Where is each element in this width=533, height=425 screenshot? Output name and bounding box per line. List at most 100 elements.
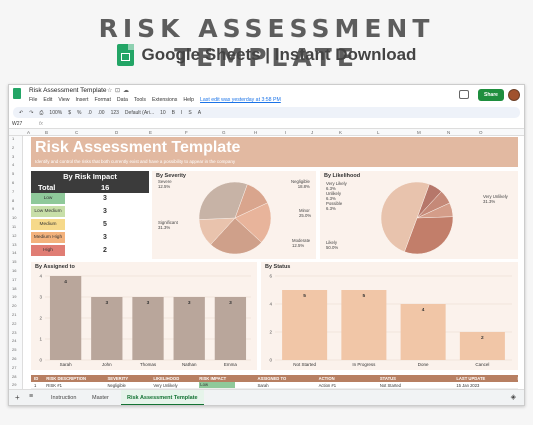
table-row[interactable]: 1 RISK #1 Negligible Very Unlikely Low Sarah A… [31,382,518,389]
row-header[interactable]: 28 [12,373,17,379]
row-header[interactable]: 1 [12,136,15,141]
row-header[interactable]: 13 [12,241,17,247]
likelihood-label-very-unlikely: Very Unlikely 31.3% [483,194,508,204]
toolbar-item[interactable]: $ [68,109,71,116]
menu-tools[interactable]: Tools [133,97,146,103]
row-header[interactable]: 24 [12,338,17,344]
row-header[interactable]: 5 [12,171,15,177]
row-header[interactable]: 27 [12,364,17,370]
toolbar-item[interactable]: I [181,109,183,116]
table-cell-impact[interactable]: Low [199,382,236,388]
star-icon[interactable]: ☆ [107,88,113,94]
toolbar-item[interactable]: 100% [49,109,63,116]
menu-help[interactable]: Help [183,97,195,103]
toolbar-item[interactable]: .00 [97,109,105,116]
row-header[interactable]: 19 [12,294,17,300]
toolbar-item[interactable]: 123 [110,109,119,116]
menu-insert[interactable]: Insert [75,97,89,103]
avatar[interactable] [508,89,520,101]
toolbar-item[interactable]: A [197,109,202,116]
row-header[interactable]: 9 [12,206,15,212]
row-header[interactable]: 25 [12,347,17,353]
toolbar-item[interactable]: B [171,109,176,116]
print-icon[interactable]: ⎙ [39,109,44,116]
column-header[interactable]: K [339,130,343,135]
sheets-logo-icon[interactable] [13,88,21,99]
row-header[interactable]: 7 [12,188,15,194]
row-header[interactable]: 8 [12,197,15,203]
column-header[interactable]: I [285,130,287,135]
add-sheet-icon[interactable]: + [15,393,20,402]
column-header[interactable]: E [149,130,153,135]
undo-icon[interactable]: ↶ [19,109,24,116]
toolbar-item[interactable]: Default (Ari... [124,109,155,116]
table-cell-sev[interactable]: Negligible [107,383,126,388]
column-header[interactable]: G [222,130,226,135]
cell-reference[interactable]: W27 [12,121,23,127]
toolbar-item[interactable]: .0 [87,109,92,116]
column-header[interactable]: B [45,130,49,135]
table-cell-status[interactable]: Not Started [379,383,402,388]
column-header[interactable]: C [75,130,79,135]
column-header[interactable]: F [185,130,188,135]
toolbar-item[interactable]: % [77,109,82,116]
row-header[interactable]: 29 [12,382,17,388]
table-cell-date[interactable]: 15 Jan 2023 [456,383,480,388]
column-header[interactable]: L [377,130,380,135]
column-header[interactable]: J [311,130,314,135]
severity-pie-chart [198,181,272,255]
all-sheets-icon[interactable]: ≡ [29,393,34,400]
row-header[interactable]: 21 [12,312,17,317]
move-folder-icon[interactable]: ⊡ [115,88,121,94]
row-header[interactable]: 6 [12,180,15,185]
table-cell-like[interactable]: Very Unlikely [153,383,178,388]
row-header[interactable]: 16 [12,268,17,273]
row-header[interactable]: 15 [12,259,17,265]
column-header[interactable]: A [27,130,31,135]
column-header[interactable]: M [417,130,421,135]
row-header[interactable]: 23 [12,329,17,335]
table-cell-who[interactable]: Sarah [257,383,269,388]
row-header[interactable]: 18 [12,285,17,291]
table-cell-act[interactable]: Action #1 [318,383,337,388]
menu-edit[interactable]: Edit [43,97,53,103]
row-header[interactable]: 4 [12,162,15,168]
toolbar-item[interactable]: S [188,109,192,116]
cloud-icon[interactable]: ☁ [123,88,129,94]
row-header[interactable]: 12 [12,232,17,238]
menu-data[interactable]: Data [116,97,128,103]
sheet-tabs-bar: + ≡ Instruction Master Risk Assessment T… [9,389,524,405]
menu-file[interactable]: File [29,97,38,103]
row-header[interactable]: 2 [12,144,15,150]
redo-icon[interactable]: ↷ [29,109,34,116]
column-header[interactable]: N [447,130,451,135]
table-cell-id[interactable]: 1 [34,383,37,388]
row-header[interactable]: 14 [12,250,17,256]
row-header[interactable]: 11 [12,224,17,229]
tab-master[interactable]: Master [92,395,109,401]
column-header[interactable]: D [115,130,119,135]
row-header[interactable]: 10 [12,215,17,221]
row-header[interactable]: 22 [12,320,17,326]
last-edit-link[interactable]: Last edit was yesterday at 3:58 PM [200,97,281,103]
y-tick-label: 3 [39,295,42,300]
row-header[interactable]: 20 [12,303,17,309]
row-header[interactable]: 3 [12,153,15,159]
menu-extensions[interactable]: Extensions [151,97,178,103]
table-cell-desc[interactable]: RISK #1 [46,383,62,388]
menu-format[interactable]: Format [94,97,111,103]
row-header[interactable]: 17 [12,276,17,282]
column-header[interactable]: H [254,130,258,135]
menu-view[interactable]: View [58,97,70,103]
column-header[interactable]: O [479,130,483,135]
toolbar-item[interactable]: 10 [160,109,166,116]
explore-icon[interactable]: ◈ [510,394,516,401]
tab-risk-assessment-template[interactable]: Risk Assessment Template [121,390,204,405]
bar-data-label: 4 [64,279,67,285]
document-title[interactable]: Risk Assessment Template [29,87,107,94]
history-icon[interactable] [459,90,469,99]
row-header[interactable]: 26 [12,356,17,361]
tab-instruction[interactable]: Instruction [51,395,77,401]
share-button[interactable]: Share [478,89,504,101]
